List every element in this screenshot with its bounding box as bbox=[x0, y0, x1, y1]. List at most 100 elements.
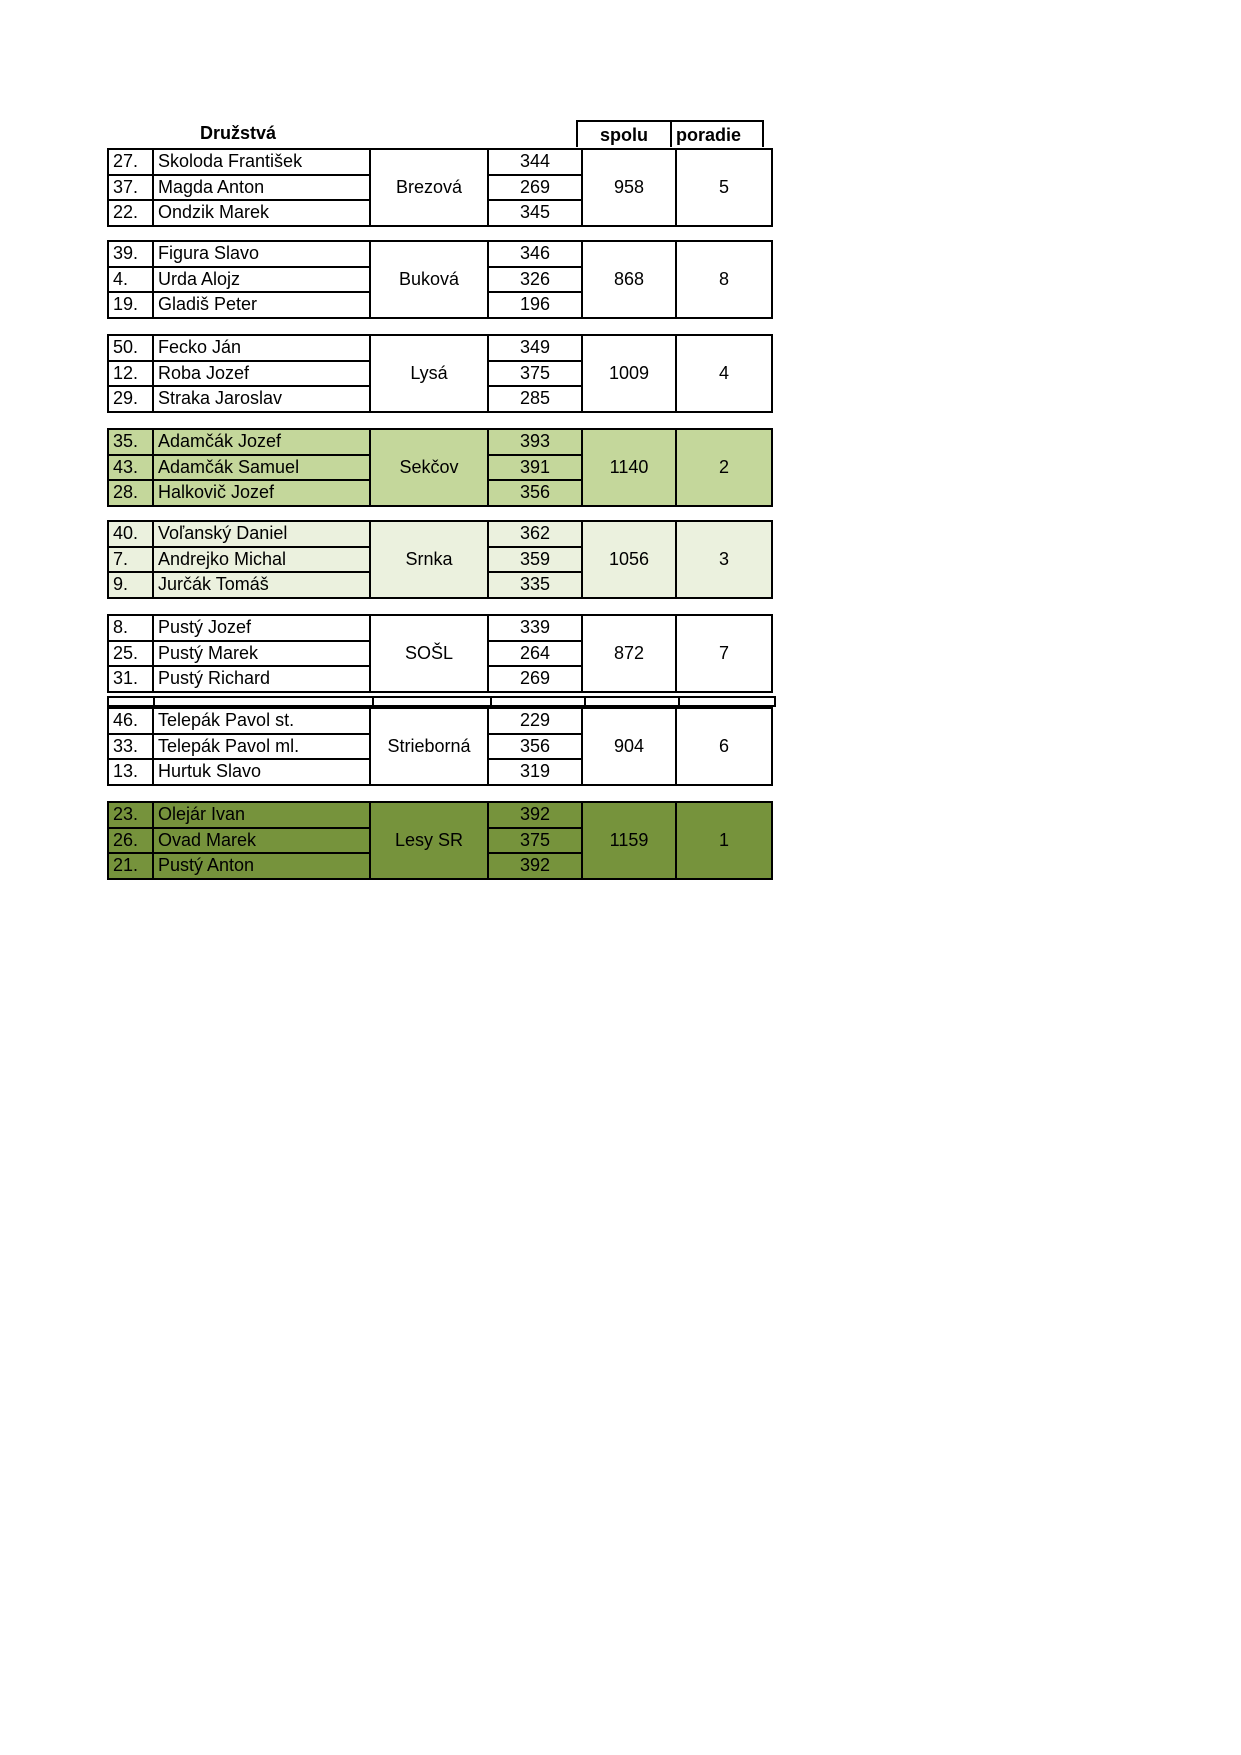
start-number: 25. bbox=[107, 639, 154, 668]
player-name: Pustý Anton bbox=[152, 852, 371, 880]
table-row: 37. Magda Anton 269 bbox=[107, 173, 772, 202]
start-number: 29. bbox=[107, 385, 154, 413]
table-row: 12. Roba Jozef 375 bbox=[107, 359, 772, 388]
table-row: 39. Figura Slavo Buková 346 868 8 bbox=[107, 240, 773, 319]
team-group: 46. Telepák Pavol st. Strieborná 229 904 6 33.… bbox=[107, 707, 773, 786]
player-score: 375 bbox=[487, 359, 583, 388]
player-score: 326 bbox=[487, 265, 583, 294]
player-score: 356 bbox=[487, 479, 583, 507]
player-score: 344 bbox=[487, 148, 583, 176]
team-rank: 2 bbox=[675, 428, 773, 507]
player-name: Figura Slavo bbox=[152, 240, 371, 268]
table-row: 8. Pustý Jozef SOŠL 339 872 7 bbox=[107, 614, 773, 693]
club-name: SOŠL bbox=[369, 614, 489, 693]
start-number: 19. bbox=[107, 291, 154, 319]
player-name: Straka Jaroslav bbox=[152, 385, 371, 413]
club-name: Buková bbox=[369, 240, 489, 319]
team-rank: 7 bbox=[675, 614, 773, 693]
club-name: Sekčov bbox=[369, 428, 489, 507]
table-row: 25. Pustý Marek 264 bbox=[107, 639, 772, 668]
player-name: Magda Anton bbox=[152, 173, 371, 202]
team-total: 872 bbox=[581, 614, 677, 693]
player-score: 359 bbox=[487, 545, 583, 574]
start-number: 50. bbox=[107, 334, 154, 362]
team-total: 904 bbox=[581, 707, 677, 786]
player-name: Telepák Pavol st. bbox=[152, 707, 371, 735]
spacer-row bbox=[107, 696, 776, 707]
player-score: 393 bbox=[487, 428, 583, 456]
player-name: Ovad Marek bbox=[152, 826, 371, 855]
player-score: 362 bbox=[487, 520, 583, 548]
team-group: 27. Skoloda František Brezová 344 958 5 37. Mag… bbox=[107, 148, 773, 227]
start-number: 33. bbox=[107, 732, 154, 761]
table-row: 21. Pustý Anton 392 bbox=[107, 852, 772, 880]
player-score: 356 bbox=[487, 732, 583, 761]
team-total: 958 bbox=[581, 148, 677, 227]
start-number: 13. bbox=[107, 758, 154, 786]
teams-heading: Družstvá bbox=[200, 123, 277, 143]
player-name: Pustý Richard bbox=[152, 665, 371, 693]
start-number: 26. bbox=[107, 826, 154, 855]
start-number: 46. bbox=[107, 707, 154, 735]
player-name: Fecko Ján bbox=[152, 334, 371, 362]
player-name: Olejár Ivan bbox=[152, 801, 371, 829]
rank-header: poradie bbox=[670, 120, 764, 147]
player-name: Adamčák Jozef bbox=[152, 428, 371, 456]
player-score: 346 bbox=[487, 240, 583, 268]
player-name: Adamčák Samuel bbox=[152, 453, 371, 482]
player-score: 229 bbox=[487, 707, 583, 735]
start-number: 39. bbox=[107, 240, 154, 268]
team-rank: 4 bbox=[675, 334, 773, 413]
team-group: 8. Pustý Jozef SOŠL 339 872 7 25. Pustý Marek 26… bbox=[107, 614, 773, 693]
start-number: 40. bbox=[107, 520, 154, 548]
player-name: Roba Jozef bbox=[152, 359, 371, 388]
start-number: 31. bbox=[107, 665, 154, 693]
table-row: 50. Fecko Ján Lysá 349 1009 4 bbox=[107, 334, 773, 413]
player-name: Skoloda František bbox=[152, 148, 371, 176]
start-number: 8. bbox=[107, 614, 154, 642]
start-number: 21. bbox=[107, 852, 154, 880]
table-row: 23. Olejár Ivan Lesy SR 392 1159 1 bbox=[107, 801, 773, 880]
table-row: 43. Adamčák Samuel 391 bbox=[107, 453, 772, 482]
player-name: Voľanský Daniel bbox=[152, 520, 371, 548]
player-score: 392 bbox=[487, 852, 583, 880]
table-row: 35. Adamčák Jozef Sekčov 393 1140 2 bbox=[107, 428, 773, 507]
player-name: Pustý Marek bbox=[152, 639, 371, 668]
player-score: 375 bbox=[487, 826, 583, 855]
team-rank: 5 bbox=[675, 148, 773, 227]
start-number: 35. bbox=[107, 428, 154, 456]
team-total: 1056 bbox=[581, 520, 677, 599]
team-group: 23. Olejár Ivan Lesy SR 392 1159 1 26. Ovad Mar… bbox=[107, 801, 773, 880]
club-name: Srnka bbox=[369, 520, 489, 599]
team-group: 50. Fecko Ján Lysá 349 1009 4 12. Roba Jozef 375… bbox=[107, 334, 773, 413]
team-rank: 6 bbox=[675, 707, 773, 786]
player-score: 269 bbox=[487, 665, 583, 693]
player-name: Ondzik Marek bbox=[152, 199, 371, 227]
start-number: 28. bbox=[107, 479, 154, 507]
start-number: 23. bbox=[107, 801, 154, 829]
player-name: Halkovič Jozef bbox=[152, 479, 371, 507]
player-name: Jurčák Tomáš bbox=[152, 571, 371, 599]
start-number: 43. bbox=[107, 453, 154, 482]
player-score: 392 bbox=[487, 801, 583, 829]
start-number: 7. bbox=[107, 545, 154, 574]
player-name: Urda Alojz bbox=[152, 265, 371, 294]
player-score: 345 bbox=[487, 199, 583, 227]
table-row: 28. Halkovič Jozef 356 bbox=[107, 479, 772, 507]
team-total: 1009 bbox=[581, 334, 677, 413]
team-rank: 8 bbox=[675, 240, 773, 319]
table-row: 40. Voľanský Daniel Srnka 362 1056 3 bbox=[107, 520, 773, 599]
player-score: 349 bbox=[487, 334, 583, 362]
player-score: 339 bbox=[487, 614, 583, 642]
sum-header: spolu bbox=[576, 120, 672, 147]
player-name: Telepák Pavol ml. bbox=[152, 732, 371, 761]
table-row: 31. Pustý Richard 269 bbox=[107, 665, 772, 693]
player-score: 269 bbox=[487, 173, 583, 202]
table-row: 27. Skoloda František Brezová 344 958 5 bbox=[107, 148, 773, 227]
team-rank: 1 bbox=[675, 801, 773, 880]
player-score: 264 bbox=[487, 639, 583, 668]
team-total: 1159 bbox=[581, 801, 677, 880]
start-number: 37. bbox=[107, 173, 154, 202]
club-name: Strieborná bbox=[369, 707, 489, 786]
team-group: 40. Voľanský Daniel Srnka 362 1056 3 7. Andrejk… bbox=[107, 520, 773, 599]
